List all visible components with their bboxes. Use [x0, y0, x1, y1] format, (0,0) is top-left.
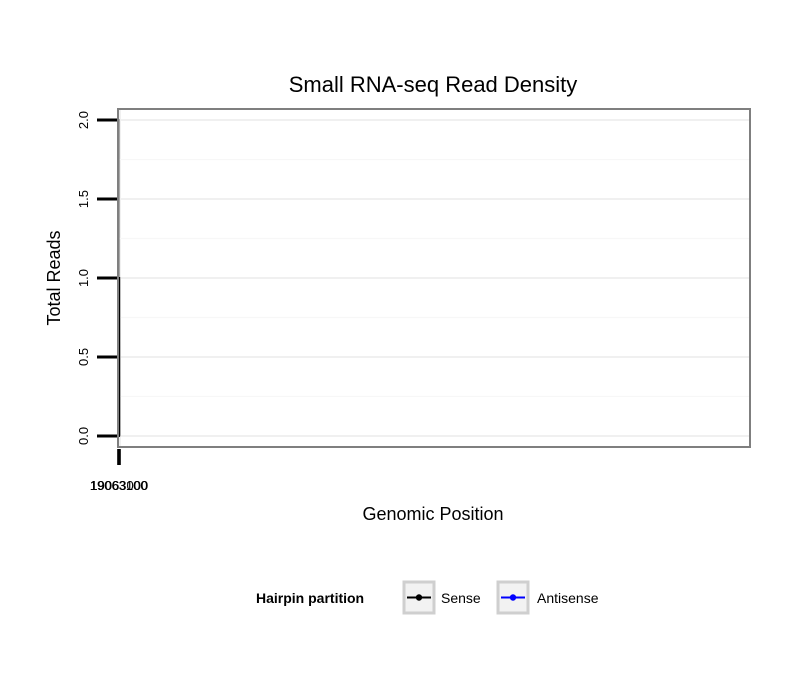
legend-label-antisense: Antisense	[537, 590, 599, 606]
legend: Hairpin partition Sense Antisense	[256, 580, 599, 615]
y-tick-label: 2.0	[76, 111, 91, 129]
x-tick-label: 19063100	[90, 478, 148, 493]
grid-lines	[117, 109, 750, 447]
legend-title: Hairpin partition	[256, 590, 364, 606]
x-axis-label: Genomic Position	[362, 504, 503, 524]
legend-key-dot	[509, 594, 517, 601]
y-tick-label: 0.5	[76, 348, 91, 366]
y-axis: 0.0 0.5 1.0 1.5 2.0	[76, 111, 117, 445]
y-tick-label: 0.0	[76, 427, 91, 445]
legend-label-sense: Sense	[441, 590, 481, 606]
y-axis-label: Total Reads	[44, 230, 64, 325]
x-tick-label: 19063000	[90, 478, 148, 493]
legend-keys: Sense Antisense	[402, 580, 599, 615]
y-tick-label: 1.0	[76, 269, 91, 287]
y-tick-label: 1.5	[76, 190, 91, 208]
plot-frame	[117, 108, 751, 448]
legend-key-dot	[415, 594, 423, 601]
chart-title: Small RNA-seq Read Density	[289, 72, 578, 97]
